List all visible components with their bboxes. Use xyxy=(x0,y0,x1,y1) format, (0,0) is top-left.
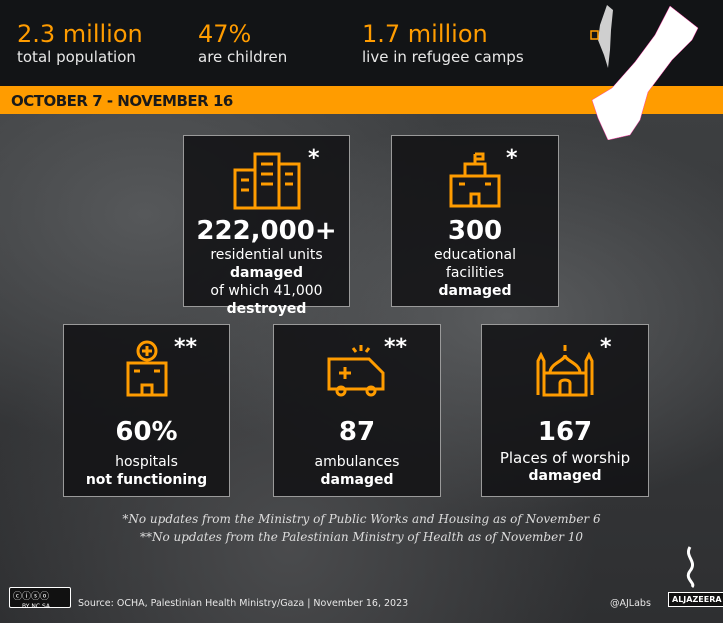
card-worship: * 167 Places of worship damaged xyxy=(481,324,649,497)
school-icon xyxy=(449,152,501,208)
mosque-icon xyxy=(536,345,594,397)
stat-children: 47% are children xyxy=(198,20,288,66)
gaza-map-icon xyxy=(590,5,699,140)
ambulance-icon xyxy=(327,345,385,397)
hospital-icon xyxy=(126,340,167,397)
card-residential: * 222,000+ residential units damaged of … xyxy=(183,135,350,317)
aljazeera-emblem-icon xyxy=(686,546,695,589)
aljazeera-logo: ALJAZEERA xyxy=(668,592,723,607)
creative-commons-badge: ⓒⓘⓢⓞ BY NC SA xyxy=(9,587,71,610)
buildings-icon xyxy=(233,152,300,210)
card-education: * 300 educational facilities damaged xyxy=(391,135,559,307)
stat-refugees: 1.7 million live in refugee camps xyxy=(362,20,524,66)
footnotes: *No updates from the Ministry of Public … xyxy=(122,512,601,544)
handle-text: @AJLabs xyxy=(610,598,651,609)
card-ambulances: ** 87 ambulances damaged xyxy=(273,324,441,497)
card-hospitals: ** 60% hospitals not functioning xyxy=(63,324,230,497)
stat-population: 2.3 million total population xyxy=(17,20,143,66)
source-text: Source: OCHA, Palestinian Health Ministr… xyxy=(78,598,409,609)
